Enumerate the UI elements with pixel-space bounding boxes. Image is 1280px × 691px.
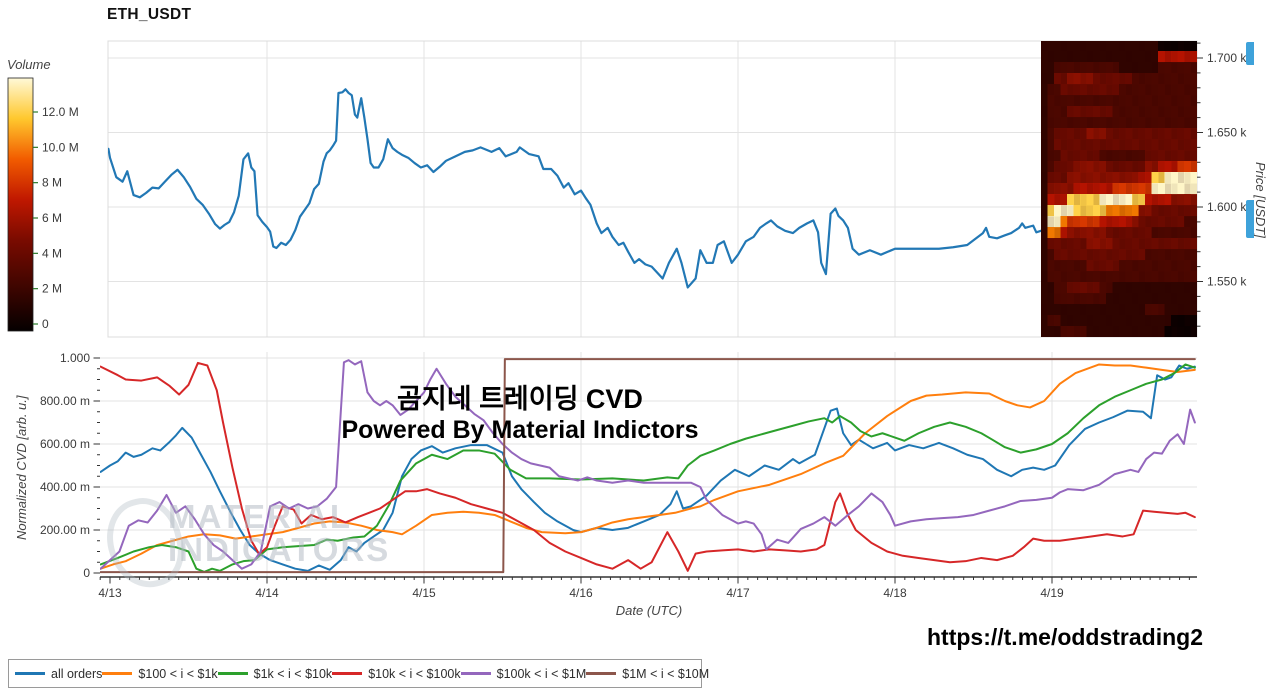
colorbar-title: Volume — [7, 57, 51, 72]
legend-swatch — [102, 672, 133, 675]
date-axis-label: Date (UTC) — [615, 603, 683, 618]
legend-swatch — [15, 672, 45, 675]
legend-swatch — [217, 672, 248, 675]
watermark-line1: MATERIAL — [168, 498, 353, 535]
colorbar-tick-label: 6 M — [42, 211, 62, 225]
legend-label: $1M < i < $10M — [622, 666, 710, 681]
colorbar-tick-label: 4 M — [42, 246, 62, 260]
legend-label: $100k < i < $1M — [496, 666, 587, 681]
cvd-series-all-orders — [100, 364, 1196, 572]
legend-swatch — [332, 672, 363, 675]
date-tick-label: 4/13 — [98, 586, 122, 600]
price-tick-label: 1.600 k — [1207, 200, 1247, 214]
date-tick-label: 4/19 — [1040, 586, 1064, 600]
annotation-powered-by: Powered By Material Indictors — [341, 415, 699, 444]
colorbar-tick-label: 10.0 M — [42, 140, 79, 154]
price-chart — [107, 40, 1198, 338]
cvd-series--100k-i-1m — [100, 359, 1196, 570]
legend-label: $100 < i < $1k — [138, 666, 218, 681]
date-tick-label: 4/18 — [883, 586, 907, 600]
cvd-tick-label: 800.00 m — [40, 394, 90, 408]
chart-annotation: 곰지네 트레이딩 CVD Powered By Material Indicto… — [285, 384, 755, 445]
telegram-url-text: https://t.me/oddstrading2 — [927, 624, 1203, 650]
legend-item-1[interactable]: $100 < i < $1k — [102, 666, 218, 681]
legend-swatch — [586, 672, 617, 675]
legend-item-4[interactable]: $100k < i < $1M — [460, 666, 587, 681]
page-title: ETH_USDT — [107, 6, 192, 23]
cvd-series--1m-i-10m — [100, 358, 1196, 574]
colorbar-tick-label: 0 — [42, 317, 49, 331]
cvd-series--1k-i-10k — [100, 363, 1196, 573]
legend: all orders $100 < i < $1k $1k < i < $10k $1… — [8, 659, 709, 688]
cvd-tick-label: 600.00 m — [40, 437, 90, 451]
price-series-line — [108, 88, 1196, 289]
legend-label: $1k < i < $10k — [253, 666, 333, 681]
price-axis: 1.550 k 1.600 k 1.650 k 1.700 k — [1197, 42, 1247, 327]
colorbar-tick-label: 8 M — [42, 176, 62, 190]
date-tick-label: 4/17 — [726, 586, 750, 600]
volume-colorbar: 0 2 M 4 M 6 M 8 M 10.0 M 12.0 M — [7, 77, 79, 332]
legend-label: $10k < i < $100k — [368, 666, 461, 681]
cvd-tick-label: 1.000 — [60, 351, 90, 365]
legend-item-5[interactable]: $1M < i < $10M — [586, 667, 709, 681]
cvd-axis-label: Normalized CVD [arb. u.] — [14, 395, 29, 540]
date-tick-label: 4/16 — [569, 586, 593, 600]
price-tick-label: 1.700 k — [1207, 51, 1247, 65]
legend-item-3[interactable]: $10k < i < $100k — [332, 666, 461, 681]
legend-label: all orders — [51, 666, 103, 681]
cvd-axes: 4/13 4/14 4/15 4/16 4/17 4/18 4/19 0 200.00 m 400… — [40, 351, 1197, 600]
watermark: MATERIAL INDICATORS — [168, 500, 390, 566]
price-tick-label: 1.550 k — [1207, 275, 1247, 289]
price-axis-label: Price [USDT] — [1253, 162, 1268, 238]
cvd-series--10k-i-100k — [100, 361, 1196, 572]
date-tick-label: 4/15 — [412, 586, 436, 600]
legend-item-0[interactable]: all orders — [15, 667, 102, 681]
legend-swatch — [460, 672, 491, 675]
scroll-handle-mid[interactable] — [1246, 200, 1254, 238]
watermark-line2: INDICATORS — [168, 531, 391, 568]
volume-heatmap — [1041, 41, 1197, 337]
price-tick-label: 1.650 k — [1207, 126, 1247, 140]
colorbar-tick-label: 12.0 M — [42, 105, 79, 119]
cvd-tick-label: 200.00 m — [40, 523, 90, 537]
cvd-tick-label: 400.00 m — [40, 480, 90, 494]
colorbar-tick-label: 2 M — [42, 282, 62, 296]
legend-item-2[interactable]: $1k < i < $10k — [217, 666, 333, 681]
cvd-chart — [100, 352, 1197, 577]
date-tick-label: 4/14 — [255, 586, 279, 600]
scroll-handle-top[interactable] — [1246, 42, 1254, 65]
cvd-tick-label: 0 — [83, 566, 90, 580]
annotation-korean-title: 곰지네 트레이딩 CVD — [397, 384, 643, 414]
